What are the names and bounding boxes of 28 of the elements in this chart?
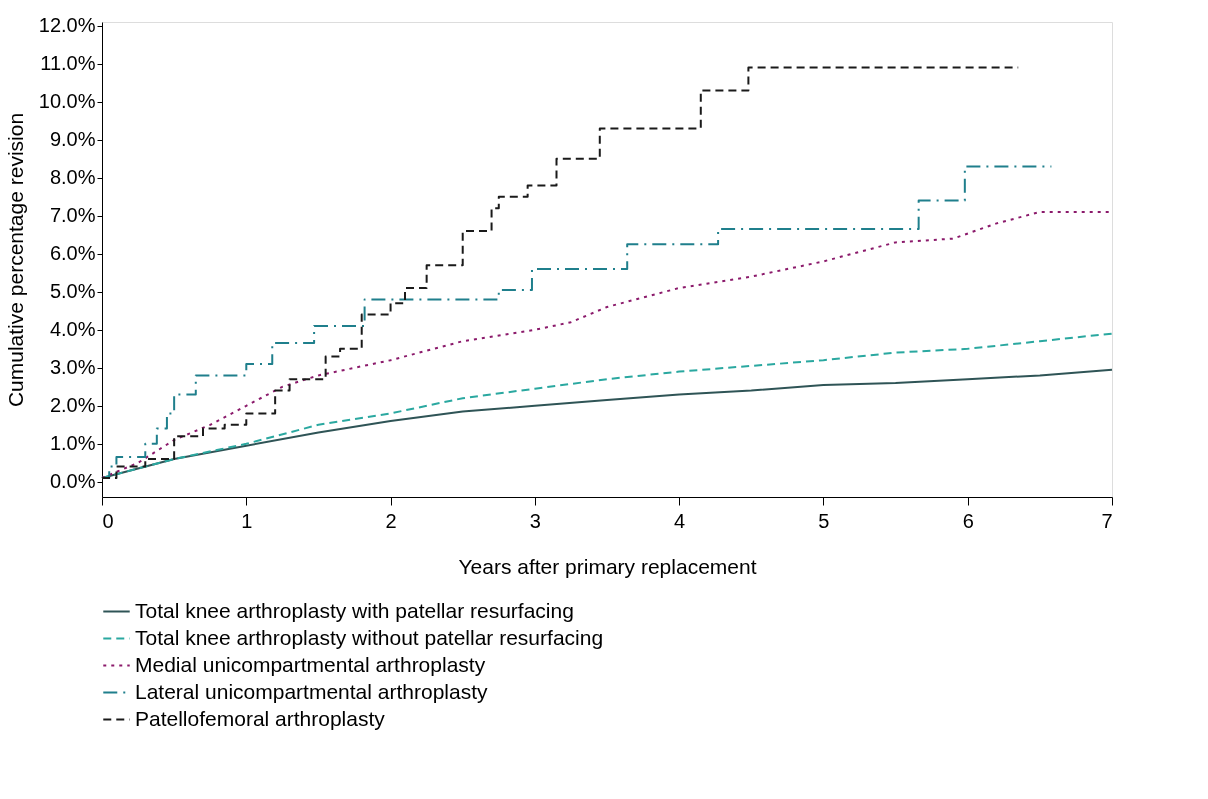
x-tick-label: 6	[962, 509, 974, 532]
y-tick-label: 6.0%	[49, 242, 96, 265]
x-axis-title: Years after primary replacement	[458, 554, 757, 578]
x-tick-label: 7	[1101, 509, 1113, 532]
x-tick-label: 1	[241, 509, 253, 532]
x-tick-label: 3	[529, 509, 541, 532]
y-tick-label: 11.0%	[40, 52, 96, 75]
y-tick-label: 8.0%	[49, 166, 96, 189]
y-axis-title: Cumulative percentage revision	[3, 112, 27, 408]
y-tick-label: 5.0%	[49, 280, 96, 303]
legend-label: Total knee arthroplasty without patellar resurfacing	[135, 625, 604, 649]
y-tick-label: 12.0%	[38, 14, 96, 37]
y-tick-label: 0.0%	[49, 470, 96, 493]
y-tick-label: 4.0%	[49, 318, 96, 341]
x-tick-label: 0	[102, 509, 114, 532]
x-tick-label: 5	[818, 509, 830, 532]
legend-label: Lateral unicompartmental arthroplasty	[135, 679, 489, 703]
y-tick-label: 10.0%	[38, 90, 96, 113]
legend-label: Medial unicompartmental arthroplasty	[135, 652, 486, 676]
y-tick-label: 9.0%	[49, 128, 96, 151]
x-tick-label: 2	[385, 509, 397, 532]
y-tick-label: 7.0%	[49, 204, 96, 227]
legend-label: Patellofemoral arthroplasty	[135, 706, 386, 730]
y-tick-label: 2.0%	[49, 394, 96, 417]
y-tick-label: 1.0%	[49, 432, 96, 455]
y-tick-label: 3.0%	[49, 356, 96, 379]
x-tick-label: 4	[674, 509, 686, 532]
legend-label: Total knee arthroplasty with patellar resurfacing	[135, 598, 574, 622]
